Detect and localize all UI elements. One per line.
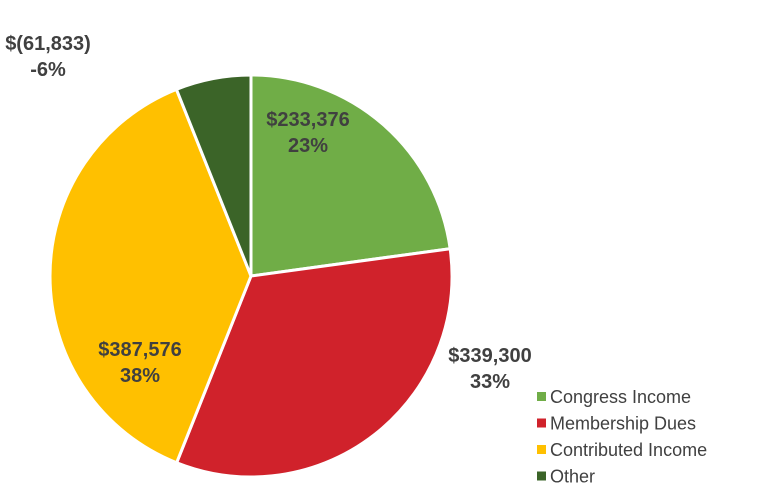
data-labels: $233,376 23% $339,300 33% $387,576 38% $(61,83… [5,33,532,393]
legend-swatch [537,445,546,454]
pie-slices [48,73,454,479]
legend-swatch [537,392,546,401]
pie-slice-contributed-income [48,87,253,465]
data-label-value: $(61,833) [5,33,91,55]
data-label-percent: 23% [288,135,328,157]
data-label-percent: -6% [30,59,66,81]
legend: Congress Income Membership Dues Contribute… [537,387,707,487]
pie-slice-membership-dues [174,247,454,479]
data-label-value: $233,376 [266,109,349,131]
legend-label: Other [550,467,595,487]
data-label-value: $339,300 [448,345,531,367]
pie-slice-other [174,73,253,277]
legend-label: Membership Dues [550,414,696,434]
data-label-percent: 38% [120,365,160,387]
legend-label: Congress Income [550,387,691,407]
legend-label: Contributed Income [550,440,707,460]
pie-slice-congress-income [249,73,452,278]
legend-swatch [537,471,546,481]
data-label-value: $387,576 [98,339,181,361]
legend-swatch [537,418,546,428]
data-label-percent: 33% [470,371,510,393]
